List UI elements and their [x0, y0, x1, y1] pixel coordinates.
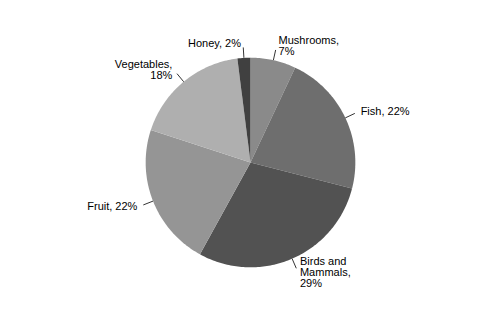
svg-text:Fish, 22%: Fish, 22%: [361, 105, 410, 117]
svg-text:Honey, 2%: Honey, 2%: [188, 37, 241, 49]
svg-text:Vegetables,18%: Vegetables,18%: [115, 58, 173, 81]
svg-text:Fruit, 22%: Fruit, 22%: [87, 200, 137, 212]
svg-text:Mushrooms,7%: Mushrooms,7%: [279, 34, 340, 57]
svg-text:Birds andMammals,29%: Birds andMammals,29%: [300, 255, 351, 289]
